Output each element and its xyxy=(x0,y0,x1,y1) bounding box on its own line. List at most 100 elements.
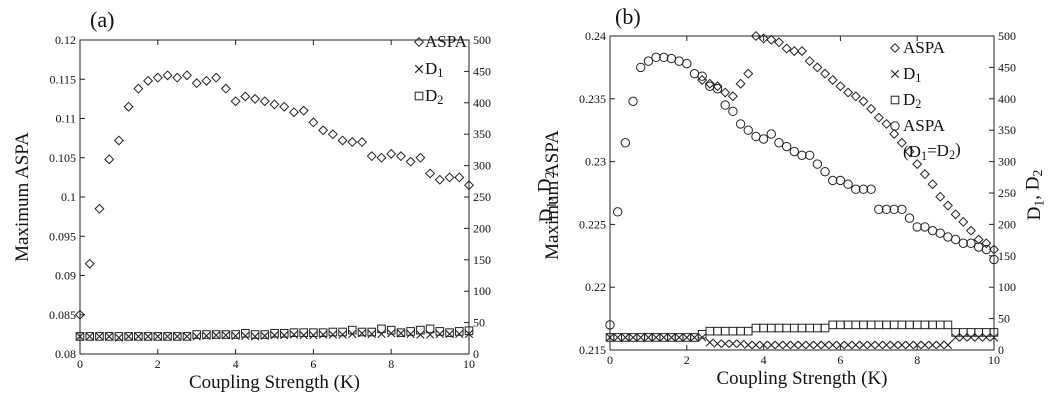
data-point xyxy=(697,333,707,342)
data-point xyxy=(704,78,715,89)
data-point xyxy=(797,340,807,350)
data-point xyxy=(759,340,768,350)
data-point xyxy=(269,99,280,110)
data-point xyxy=(270,328,279,338)
y-tick-label: 0.22 xyxy=(585,280,606,294)
label-part: =D xyxy=(927,141,949,160)
cross-stroke xyxy=(736,339,745,348)
label-subscript: 2 xyxy=(1030,170,1045,177)
legend-label: D1 xyxy=(903,64,921,85)
y2-tick-label: 350 xyxy=(473,127,491,141)
data-point xyxy=(989,254,999,265)
data-point xyxy=(250,330,260,339)
cross-stroke xyxy=(406,329,415,339)
data-point xyxy=(812,62,823,73)
data-point xyxy=(221,330,231,339)
data-point xyxy=(309,328,318,337)
data-point xyxy=(859,340,868,350)
y-axis-label: Maximum ASPA xyxy=(12,132,33,262)
x-tick-label: 6 xyxy=(310,357,316,371)
y2-tick-label: 450 xyxy=(998,60,1016,74)
data-point xyxy=(211,330,221,340)
data-point xyxy=(905,340,914,350)
legend-marker xyxy=(414,64,424,74)
cross-stroke xyxy=(464,329,474,339)
data-point xyxy=(913,340,922,350)
data-point xyxy=(735,119,746,129)
data-point xyxy=(943,232,953,242)
data-point xyxy=(636,62,646,73)
series-aspa xyxy=(74,70,475,320)
data-point xyxy=(813,323,822,333)
data-point xyxy=(804,56,815,67)
data-point xyxy=(889,320,899,330)
data-point xyxy=(950,234,961,245)
data-point xyxy=(950,209,961,220)
data-point xyxy=(850,91,861,102)
cross-stroke xyxy=(843,340,853,350)
data-point xyxy=(357,327,367,337)
cross-stroke xyxy=(897,340,907,350)
data-point xyxy=(874,340,883,350)
data-point xyxy=(989,328,999,337)
data-point xyxy=(988,244,1000,255)
data-point xyxy=(758,134,769,144)
data-point xyxy=(231,330,240,339)
cross-stroke xyxy=(221,330,231,340)
y2-tick-label: 0 xyxy=(998,343,1004,357)
cross-stroke xyxy=(928,340,937,350)
data-point xyxy=(221,330,231,340)
data-point xyxy=(774,323,784,333)
label-part: , D xyxy=(1023,177,1044,200)
cross-stroke xyxy=(859,340,868,350)
data-point xyxy=(367,327,377,337)
data-point xyxy=(828,175,838,186)
series-aspa-d1-d2- xyxy=(605,52,999,330)
data-point xyxy=(387,329,396,338)
data-point xyxy=(376,152,387,163)
data-point xyxy=(182,332,192,341)
data-point xyxy=(620,138,631,148)
cross-stroke xyxy=(659,333,668,342)
cross-stroke xyxy=(751,340,761,350)
data-point xyxy=(454,172,465,183)
cross-stroke xyxy=(104,332,114,341)
cross-stroke xyxy=(920,340,930,350)
data-point xyxy=(279,101,290,112)
data-point xyxy=(805,323,814,333)
data-point xyxy=(789,146,800,157)
data-point xyxy=(416,325,425,335)
cross-stroke xyxy=(377,329,386,339)
legend-label: (D1=D2) xyxy=(903,140,961,163)
series-d1 xyxy=(75,329,474,342)
data-point xyxy=(134,332,143,341)
y2-tick-label: 400 xyxy=(998,92,1016,106)
data-point xyxy=(250,93,261,104)
legend-marker xyxy=(890,69,900,79)
data-point xyxy=(240,91,251,102)
data-point xyxy=(736,339,745,348)
y-tick-label: 0.225 xyxy=(579,217,606,231)
data-point xyxy=(104,332,114,341)
label-subscript: 1 xyxy=(543,202,558,209)
data-point xyxy=(682,58,692,69)
cross-stroke xyxy=(797,340,807,350)
data-point xyxy=(727,91,738,102)
y-tick-label: 0.105 xyxy=(49,151,76,165)
data-point xyxy=(966,333,976,342)
legend-label: D2 xyxy=(425,86,443,107)
data-point xyxy=(935,228,945,238)
label-part: , D xyxy=(535,179,556,202)
cross-stroke xyxy=(328,330,338,339)
data-point xyxy=(386,148,397,159)
data-point xyxy=(712,81,723,92)
y2-tick-label: 450 xyxy=(473,64,491,78)
data-point xyxy=(744,340,753,350)
y-tick-label: 0.09 xyxy=(55,269,76,283)
cross-stroke xyxy=(435,329,445,339)
x-tick-label: 8 xyxy=(914,353,920,367)
data-point xyxy=(721,339,730,348)
label-subscript: 1 xyxy=(921,149,927,163)
data-point xyxy=(357,137,368,148)
data-point xyxy=(805,340,814,350)
